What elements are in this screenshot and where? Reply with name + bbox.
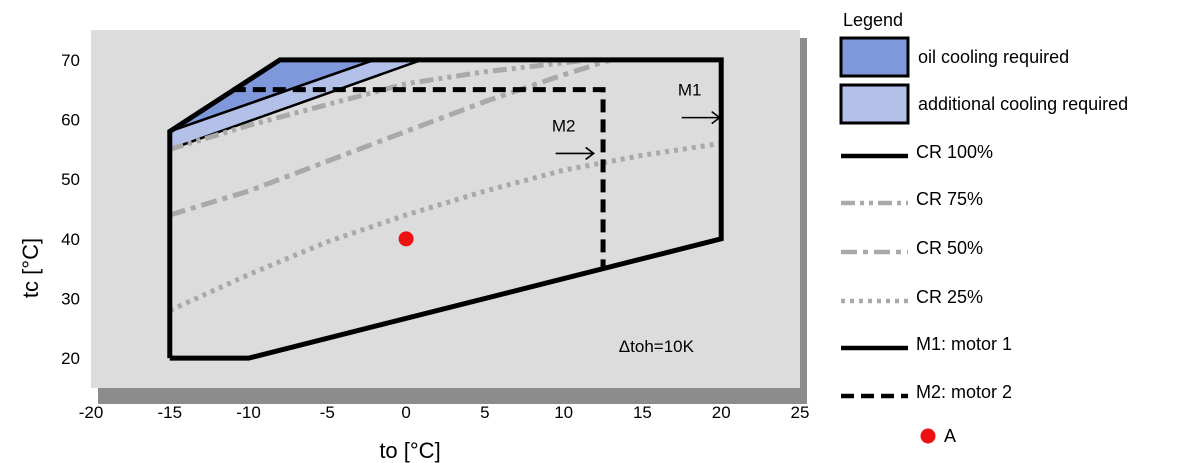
series-cr-25 xyxy=(168,140,722,313)
annotation-m2: M2 xyxy=(552,116,596,161)
tick-labels: -20 -15 -10 -5 0 5 10 15 20 25 20 30 40 50 60 70 xyxy=(61,51,809,422)
x-tick-label: 25 xyxy=(791,403,810,422)
legend-item-m2-motor-2: M2: motor 2 xyxy=(841,382,1012,402)
x-tick-label: 20 xyxy=(712,403,731,422)
legend-item-cr-50: CR 50% xyxy=(841,238,983,258)
annotation-label: Δtoh=10K xyxy=(619,337,695,356)
legend-label: CR 75% xyxy=(916,189,983,209)
arrow-head-icon xyxy=(711,110,722,125)
series-m1-motor-1 xyxy=(167,57,724,361)
legend-label: CR 50% xyxy=(916,238,983,258)
y-tick-label: 70 xyxy=(61,51,80,70)
x-tick-label: 15 xyxy=(633,403,652,422)
y-tick-label: 50 xyxy=(61,170,80,189)
legend-swatch xyxy=(839,36,910,78)
x-tick-label: -5 xyxy=(320,403,335,422)
annotation-m1: M1 xyxy=(678,81,722,125)
legend-swatch xyxy=(839,83,910,125)
series-cr-50 xyxy=(169,57,612,218)
legend-item-m1-motor-1: M1: motor 1 xyxy=(841,334,1012,354)
y-tick-label: 60 xyxy=(61,111,80,130)
legend-item-additional-cooling-required: additional cooling required xyxy=(839,83,1128,125)
series-cr-75 xyxy=(169,57,588,152)
legend-label: CR 100% xyxy=(916,142,993,162)
annotation-label: M2 xyxy=(552,116,576,135)
legend-swatch xyxy=(920,428,936,444)
legend-label: CR 25% xyxy=(916,287,983,307)
x-tick-label: 5 xyxy=(480,403,489,422)
legend-item-a: A xyxy=(920,426,956,446)
y-tick-label: 30 xyxy=(61,290,80,309)
y-axis-title: tc [°C] xyxy=(18,238,43,298)
legend-item-cr-25: CR 25% xyxy=(841,287,983,307)
annotations: M1 M2 Δtoh=10K xyxy=(552,81,722,356)
legend-item-cr-100: CR 100% xyxy=(841,142,993,162)
plot-layer xyxy=(167,57,724,361)
arrow-head-icon xyxy=(585,146,596,161)
point-a xyxy=(398,231,414,247)
series-m2-motor-2 xyxy=(232,87,606,269)
x-axis-title: to [°C] xyxy=(379,438,440,463)
x-tick-label: 0 xyxy=(401,403,410,422)
x-tick-label: 10 xyxy=(554,403,573,422)
legend-label: M2: motor 2 xyxy=(916,382,1012,402)
y-tick-label: 20 xyxy=(61,349,80,368)
x-tick-label: -10 xyxy=(236,403,261,422)
legend: Legend oil cooling required additional co… xyxy=(839,10,1128,446)
legend-item-cr-75: CR 75% xyxy=(841,189,983,209)
x-tick-label: -20 xyxy=(79,403,104,422)
annotation-label: M1 xyxy=(678,81,702,100)
legend-label: A xyxy=(944,426,956,446)
legend-label: oil cooling required xyxy=(918,47,1069,67)
legend-label: M1: motor 1 xyxy=(916,334,1012,354)
annotation-toh-10k: Δtoh=10K xyxy=(619,337,695,356)
legend-label: additional cooling required xyxy=(918,94,1128,114)
x-tick-label: -15 xyxy=(157,403,182,422)
y-tick-label: 40 xyxy=(61,230,80,249)
legend-item-oil-cooling-required: oil cooling required xyxy=(839,36,1069,78)
legend-title: Legend xyxy=(843,10,903,30)
